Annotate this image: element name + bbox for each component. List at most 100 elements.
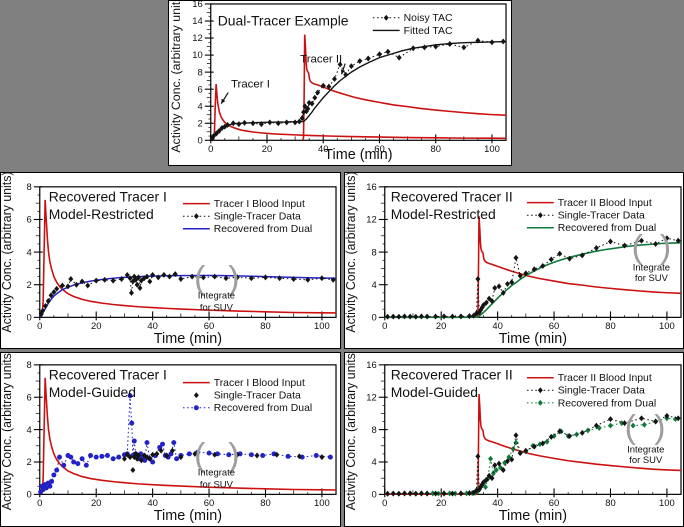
svg-text:Dual-Tracer Example: Dual-Tracer Example: [218, 13, 349, 29]
svg-text:Activity Conc. (arbitrary unit: Activity Conc. (arbitrary units): [1, 173, 14, 333]
svg-text:40: 40: [492, 497, 502, 508]
svg-text:): ): [654, 408, 665, 446]
svg-text:20: 20: [91, 497, 101, 508]
svg-text:16: 16: [192, 1, 203, 9]
svg-text:for SUV: for SUV: [200, 479, 234, 490]
svg-text:40: 40: [492, 320, 502, 331]
svg-text:Time (min): Time (min): [499, 331, 567, 347]
svg-text:(: (: [632, 228, 644, 266]
svg-text:14: 14: [192, 15, 203, 26]
svg-text:Tracer I Blood Input: Tracer I Blood Input: [214, 378, 305, 389]
svg-text:4: 4: [372, 456, 377, 467]
svg-text:4: 4: [198, 100, 203, 111]
svg-text:20: 20: [436, 497, 446, 508]
svg-text:Recovered Tracer I: Recovered Tracer I: [49, 189, 167, 205]
svg-text:20: 20: [436, 320, 446, 331]
svg-text:12: 12: [192, 32, 203, 43]
panel-recovered-tracer-i-model-guided: 0 20 40 60 80 100 0 2 4 6 8 Recovered Tracer I Model…: [0, 352, 341, 527]
svg-text:): ): [228, 259, 239, 297]
svg-text:Tracer II Blood Input: Tracer II Blood Input: [558, 373, 652, 384]
svg-text:Model-Guided: Model-Guided: [49, 384, 136, 400]
svg-text:100: 100: [484, 143, 500, 154]
svg-text:0: 0: [37, 320, 42, 331]
svg-text:Integrate: Integrate: [198, 290, 235, 301]
svg-text:Time (min): Time (min): [154, 331, 222, 347]
svg-text:Model-Guided: Model-Guided: [391, 384, 478, 400]
svg-text:80: 80: [260, 497, 270, 508]
svg-text:Activity Conc. (arbitrary unit: Activity Conc. (arbitrary units): [345, 353, 358, 510]
chart-recovered-tracer-i-model-guided: 0 20 40 60 80 100 0 2 4 6 8 Recovered Tracer IModel…: [1, 353, 337, 524]
svg-text:0: 0: [208, 143, 213, 154]
svg-text:40: 40: [147, 497, 157, 508]
svg-text:60: 60: [204, 497, 214, 508]
svg-text:6: 6: [27, 214, 32, 225]
svg-text:10: 10: [192, 49, 203, 60]
svg-text:Recovered from Dual: Recovered from Dual: [214, 224, 312, 235]
svg-text:0: 0: [372, 489, 377, 500]
svg-text:Recovered from Dual: Recovered from Dual: [558, 398, 656, 409]
svg-text:80: 80: [430, 143, 441, 154]
svg-text:12: 12: [366, 214, 376, 225]
svg-text:Recovered Tracer I: Recovered Tracer I: [49, 367, 167, 383]
svg-text:80: 80: [605, 497, 615, 508]
svg-text:16: 16: [366, 359, 376, 370]
svg-text:Fitted TAC: Fitted TAC: [404, 26, 453, 37]
svg-text:12: 12: [366, 391, 376, 402]
svg-text:6: 6: [27, 391, 32, 402]
svg-text:80: 80: [260, 320, 270, 331]
svg-text:Model-Restricted: Model-Restricted: [49, 206, 154, 222]
svg-text:100: 100: [659, 320, 675, 331]
svg-text:Recovered from Dual: Recovered from Dual: [214, 403, 312, 414]
panel-dual-tracer-example: 0 20 40 60 80 100 0 2 4 6 8 10 12 14 16 Dual-Tracer Exa…: [168, 0, 512, 166]
svg-text:for SUV: for SUV: [200, 302, 234, 313]
svg-text:2: 2: [27, 456, 32, 467]
svg-text:4: 4: [372, 279, 377, 290]
svg-text:2: 2: [27, 279, 32, 290]
svg-text:Tracer I Blood Input: Tracer I Blood Input: [214, 199, 305, 210]
svg-text:20: 20: [91, 320, 101, 331]
svg-text:8: 8: [372, 424, 377, 435]
svg-text:Integrate: Integrate: [198, 467, 235, 478]
svg-text:Model-Restricted: Model-Restricted: [391, 206, 496, 222]
panel-recovered-tracer-ii-model-guided: 0 20 40 60 80 100 0 4 8 12 16 Recovered Tracer II Mo…: [344, 352, 684, 527]
svg-text:40: 40: [318, 143, 329, 154]
svg-text:Single-Tracer Data: Single-Tracer Data: [214, 391, 301, 402]
svg-text:40: 40: [147, 320, 157, 331]
svg-text:Time (min): Time (min): [154, 508, 222, 524]
svg-text:Activity Conc. (arbitrary unit: Activity Conc. (arbitrary units): [169, 1, 183, 153]
svg-text:0: 0: [372, 312, 377, 323]
panel-recovered-tracer-ii-model-restricted: 0 20 40 60 80 100 0 4 8 12 16 Recovered Tracer II Mo…: [344, 172, 684, 349]
svg-text:for SUV: for SUV: [629, 454, 663, 465]
chart-recovered-tracer-ii-model-restricted: 0 20 40 60 80 100 0 4 8 12 16 Recovered Tracer IIMo…: [345, 173, 682, 347]
svg-text:8: 8: [198, 66, 203, 77]
svg-text:6: 6: [198, 83, 203, 94]
chart-recovered-tracer-i-model-restricted: 0 20 40 60 80 100 0 2 4 6 8 Recovered Tracer IModel…: [1, 173, 337, 347]
svg-text:Integrate: Integrate: [633, 261, 670, 272]
svg-text:(: (: [194, 436, 206, 474]
svg-text:4: 4: [27, 424, 32, 435]
svg-text:8: 8: [27, 181, 32, 192]
svg-text:Tracer I: Tracer I: [231, 78, 270, 90]
svg-text:(: (: [625, 408, 637, 446]
svg-text:Tracer II: Tracer II: [300, 53, 342, 65]
svg-text:Integrate: Integrate: [627, 443, 664, 454]
panel-recovered-tracer-i-model-restricted: 0 20 40 60 80 100 0 2 4 6 8 Recovered Tracer I Model…: [0, 172, 341, 349]
chart-dual-tracer-example: 0 20 40 60 80 100 0 2 4 6 8 10 12 14 16 Dual-Tracer Exa…: [169, 1, 507, 163]
svg-text:100: 100: [659, 497, 675, 508]
svg-text:0: 0: [382, 497, 387, 508]
svg-text:Recovered Tracer II: Recovered Tracer II: [391, 189, 513, 205]
svg-text:60: 60: [204, 320, 214, 331]
svg-text:Time (min): Time (min): [324, 147, 392, 163]
svg-text:0: 0: [382, 320, 387, 331]
chart-recovered-tracer-ii-model-guided: 0 20 40 60 80 100 0 4 8 12 16 Recovered Tracer IIMo…: [345, 353, 682, 524]
svg-text:16: 16: [366, 181, 376, 192]
svg-text:8: 8: [27, 359, 32, 370]
svg-text:): ): [228, 436, 239, 474]
svg-text:Activity Conc. (arbitrary unit: Activity Conc. (arbitrary units): [1, 353, 14, 510]
svg-text:2: 2: [198, 117, 203, 128]
svg-text:Time (min): Time (min): [499, 508, 567, 524]
svg-text:Recovered Tracer II: Recovered Tracer II: [391, 367, 513, 383]
svg-text:8: 8: [372, 246, 377, 257]
svg-text:0: 0: [37, 497, 42, 508]
